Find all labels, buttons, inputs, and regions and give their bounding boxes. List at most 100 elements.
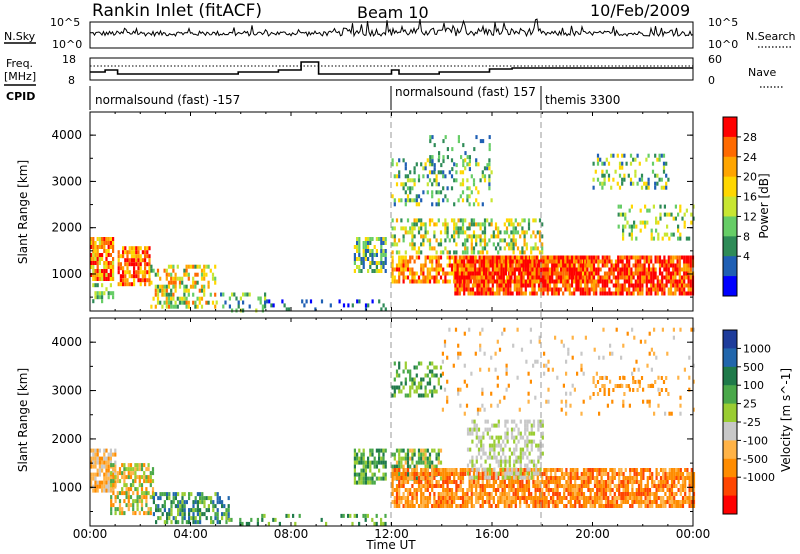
velocity-cell [580, 496, 583, 500]
velocity-cell [664, 411, 667, 416]
velocity-cell [527, 492, 531, 496]
velocity-cell [132, 503, 135, 508]
power-cell [499, 259, 502, 264]
power-cell [630, 232, 633, 237]
power-cell [422, 267, 425, 272]
power-cell [667, 255, 670, 260]
power-cell [402, 271, 405, 276]
velocity-cell [163, 500, 166, 505]
power-cell [439, 170, 443, 175]
velocity-cell [424, 480, 427, 484]
power-cell [467, 259, 470, 264]
velocity-cell [101, 484, 104, 489]
power-cell [417, 230, 421, 235]
velocity-cell [450, 480, 454, 484]
power-cell [464, 151, 467, 156]
power-cell [453, 222, 456, 227]
power-cell [605, 169, 608, 174]
velocity-cell [461, 468, 465, 472]
power-cell [380, 269, 383, 273]
velocity-cell [571, 335, 574, 340]
power-cell [499, 238, 502, 243]
velocity-cell [177, 500, 180, 505]
velocity-cell [587, 480, 590, 484]
velocity-cell [497, 500, 500, 504]
power-cell [603, 161, 606, 166]
velocity-cell [670, 504, 674, 508]
power-cell [610, 279, 613, 284]
velocity-cell [513, 459, 516, 464]
velocity-cell [600, 476, 603, 480]
power-cell [544, 267, 547, 272]
velocity-cell [653, 411, 656, 416]
power-cell [474, 291, 477, 296]
power-cell [623, 153, 626, 158]
velocity-cell [534, 504, 537, 508]
velocity-cell [615, 496, 619, 500]
velocity-cell [406, 476, 410, 481]
power-cell [509, 263, 512, 268]
velocity-cell [192, 504, 195, 509]
velocity-cell [177, 520, 180, 525]
power-cell [98, 241, 101, 245]
velocity-cell [471, 463, 474, 468]
power-cell [643, 181, 646, 186]
velocity-cell [541, 504, 544, 508]
power-cell [568, 271, 571, 276]
power-cell [446, 263, 449, 268]
velocity-cell [565, 504, 568, 508]
velocity-cell [534, 480, 537, 484]
power-cell [566, 279, 569, 284]
velocity-cell [149, 483, 152, 488]
velocity-cell [480, 463, 483, 468]
power-cell [663, 267, 666, 272]
power-cell [444, 226, 447, 231]
velocity-cell [216, 500, 219, 505]
velocity-cell [177, 508, 180, 513]
velocity-cell [105, 448, 108, 453]
velocity-cell [664, 476, 667, 480]
power-cell [608, 291, 611, 296]
velocity-cell [400, 484, 403, 488]
velocity-cell [571, 476, 575, 480]
power-cell [475, 198, 478, 203]
power-cell [122, 250, 125, 255]
power-cell [474, 263, 477, 268]
power-cell [526, 267, 530, 272]
power-cell [174, 288, 177, 293]
power-cell [105, 257, 108, 261]
power-colorbar-swatch [723, 196, 737, 217]
velocity-cell [688, 500, 691, 504]
power-cell [417, 194, 421, 199]
power-cell [654, 271, 657, 276]
velocity-cell [400, 496, 403, 500]
velocity-cell [395, 488, 399, 492]
power-cell [454, 275, 457, 280]
power-cell [674, 283, 677, 288]
power-cell [690, 212, 693, 217]
power-cell [683, 220, 686, 225]
power-cell [101, 257, 104, 261]
power-cell [577, 287, 580, 292]
power-cell [483, 238, 487, 243]
power-cell [453, 178, 456, 183]
velocity-cell [132, 491, 135, 496]
power-cell [579, 291, 582, 296]
velocity-cell [556, 504, 559, 508]
velocity-cell [494, 480, 498, 484]
power-cell [450, 255, 454, 260]
power-cell [478, 283, 481, 288]
velocity-cell [679, 488, 682, 492]
velocity-cell [375, 448, 378, 453]
velocity-cell [166, 496, 169, 501]
velocity-cell [149, 471, 152, 476]
velocity-cell [633, 468, 636, 472]
velocity-cell [637, 472, 641, 476]
velocity-cell [582, 492, 586, 496]
velocity-cell [406, 488, 410, 492]
velocity-cell [664, 492, 667, 496]
velocity-cell [134, 487, 137, 492]
velocity-cell [481, 472, 484, 476]
power-cell [599, 259, 602, 264]
power-cell [463, 279, 466, 284]
